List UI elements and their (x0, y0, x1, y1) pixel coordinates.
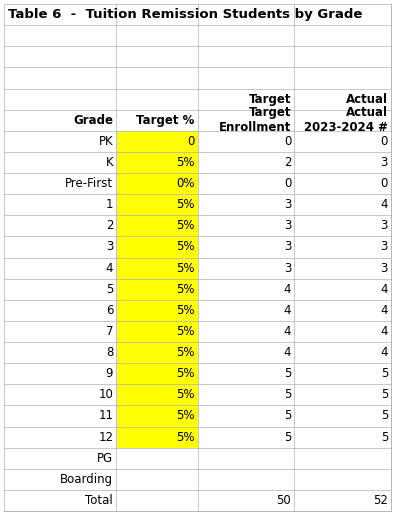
Text: 2: 2 (106, 219, 113, 232)
Text: Table 6  -  Tuition Remission Students by Grade: Table 6 - Tuition Remission Students by … (8, 8, 362, 21)
Text: 5%: 5% (176, 283, 194, 296)
Text: 3: 3 (381, 241, 388, 253)
Text: 5%: 5% (176, 346, 194, 359)
Text: Grade: Grade (73, 114, 113, 127)
Text: 4: 4 (380, 198, 388, 211)
Text: 3: 3 (381, 262, 388, 274)
Text: 0: 0 (187, 135, 194, 148)
Text: 5: 5 (284, 367, 291, 380)
Text: Boarding: Boarding (60, 473, 113, 486)
Bar (116, 342, 198, 363)
Text: 3: 3 (381, 219, 388, 232)
Text: 0: 0 (381, 135, 388, 148)
Text: 5: 5 (106, 283, 113, 296)
Text: 4: 4 (106, 262, 113, 274)
Text: 5: 5 (381, 409, 388, 422)
Bar (116, 384, 198, 405)
Text: 4: 4 (380, 325, 388, 338)
Text: Actual: Actual (346, 93, 388, 106)
Text: 50: 50 (276, 494, 291, 507)
Text: Target: Target (249, 93, 291, 106)
Text: PK: PK (99, 135, 113, 148)
Text: 4: 4 (284, 304, 291, 317)
Text: Total: Total (85, 494, 113, 507)
Text: 0: 0 (381, 177, 388, 190)
Text: 5%: 5% (176, 262, 194, 274)
Bar (116, 194, 198, 215)
Bar (116, 258, 198, 279)
Text: Target
Enrollment: Target Enrollment (219, 106, 291, 134)
Bar (116, 363, 198, 384)
Text: 3: 3 (284, 219, 291, 232)
Text: 4: 4 (284, 283, 291, 296)
Text: 5: 5 (381, 367, 388, 380)
Text: 5: 5 (284, 409, 291, 422)
Text: 3: 3 (284, 241, 291, 253)
Text: 5%: 5% (176, 431, 194, 443)
Text: 1: 1 (106, 198, 113, 211)
Text: 5: 5 (381, 388, 388, 401)
Text: 4: 4 (284, 325, 291, 338)
Bar (116, 279, 198, 300)
Text: 5%: 5% (176, 388, 194, 401)
Text: 4: 4 (284, 346, 291, 359)
Text: 52: 52 (373, 494, 388, 507)
Text: 5%: 5% (176, 156, 194, 169)
Text: K: K (105, 156, 113, 169)
Text: 2: 2 (284, 156, 291, 169)
Bar (116, 131, 198, 152)
Text: PG: PG (97, 452, 113, 465)
Text: 0: 0 (284, 177, 291, 190)
Text: 4: 4 (380, 346, 388, 359)
Text: 5%: 5% (176, 198, 194, 211)
Text: Actual
2023-2024 #: Actual 2023-2024 # (304, 106, 388, 134)
Text: 3: 3 (284, 262, 291, 274)
Text: 3: 3 (284, 198, 291, 211)
Text: 5%: 5% (176, 304, 194, 317)
Text: 5%: 5% (176, 367, 194, 380)
Text: 12: 12 (98, 431, 113, 443)
Text: 8: 8 (106, 346, 113, 359)
Text: Target %: Target % (136, 114, 194, 127)
Text: 5%: 5% (176, 241, 194, 253)
Text: 5: 5 (381, 431, 388, 443)
Bar (116, 215, 198, 236)
Bar (116, 236, 198, 258)
Text: 11: 11 (98, 409, 113, 422)
Text: Pre-First: Pre-First (65, 177, 113, 190)
Text: 3: 3 (381, 156, 388, 169)
Text: 6: 6 (106, 304, 113, 317)
Text: 10: 10 (98, 388, 113, 401)
Text: 7: 7 (106, 325, 113, 338)
Bar (116, 152, 198, 173)
Text: 3: 3 (106, 241, 113, 253)
Text: 0: 0 (284, 135, 291, 148)
Text: 9: 9 (106, 367, 113, 380)
Text: 4: 4 (380, 304, 388, 317)
Text: 0%: 0% (176, 177, 194, 190)
Bar (116, 300, 198, 321)
Text: 4: 4 (380, 283, 388, 296)
Bar (116, 426, 198, 448)
Text: 5: 5 (284, 431, 291, 443)
Text: 5: 5 (284, 388, 291, 401)
Bar (116, 405, 198, 426)
Bar (116, 173, 198, 194)
Text: 5%: 5% (176, 325, 194, 338)
Text: 5%: 5% (176, 219, 194, 232)
Text: 5%: 5% (176, 409, 194, 422)
Bar (116, 321, 198, 342)
